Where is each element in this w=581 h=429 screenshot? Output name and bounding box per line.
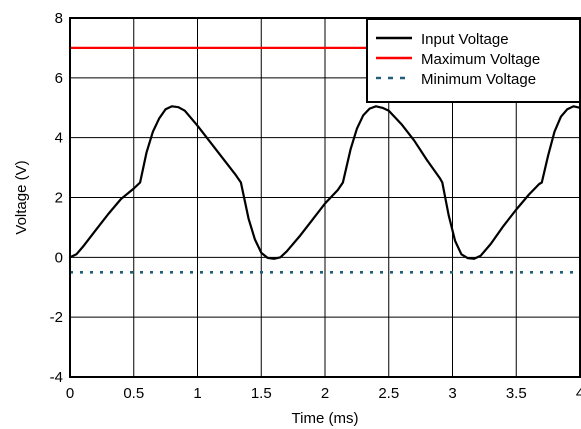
y-tick-label: 0 [55, 249, 63, 266]
y-tick-label: 2 [55, 190, 63, 207]
y-tick-label: -2 [50, 309, 63, 326]
legend: Input Voltage Maximum Voltage Minimum Vo… [366, 18, 581, 103]
y-tick-label: 6 [55, 70, 63, 87]
x-tick-label: 0 [66, 385, 74, 402]
x-tick-label: 2 [321, 385, 329, 402]
tick-labels: 0 0.5 1 1.5 2 2.5 3 3.5 4 -4 -2 0 2 4 6 8 [50, 10, 581, 402]
x-tick-label: 3.5 [506, 385, 527, 402]
x-tick-label: 0.5 [123, 385, 144, 402]
y-tick-label: 4 [55, 130, 63, 147]
legend-label-input-voltage: Input Voltage [421, 31, 509, 48]
input-voltage-line [68, 105, 581, 260]
y-axis-label: Voltage (V) [13, 160, 30, 234]
x-tick-label: 3 [448, 385, 456, 402]
x-tick-label: 1.5 [251, 385, 272, 402]
y-tick-label: 8 [55, 10, 63, 27]
y-tick-label: -4 [50, 369, 63, 386]
x-axis-label: Time (ms) [292, 410, 359, 427]
legend-label-maximum-voltage: Maximum Voltage [421, 51, 540, 68]
x-tick-label: 2.5 [378, 385, 399, 402]
x-tick-label: 4 [576, 385, 581, 402]
legend-label-minimum-voltage: Minimum Voltage [421, 71, 536, 88]
x-tick-label: 1 [193, 385, 201, 402]
legend-box [366, 18, 581, 103]
plot-area-frame [69, 17, 581, 378]
